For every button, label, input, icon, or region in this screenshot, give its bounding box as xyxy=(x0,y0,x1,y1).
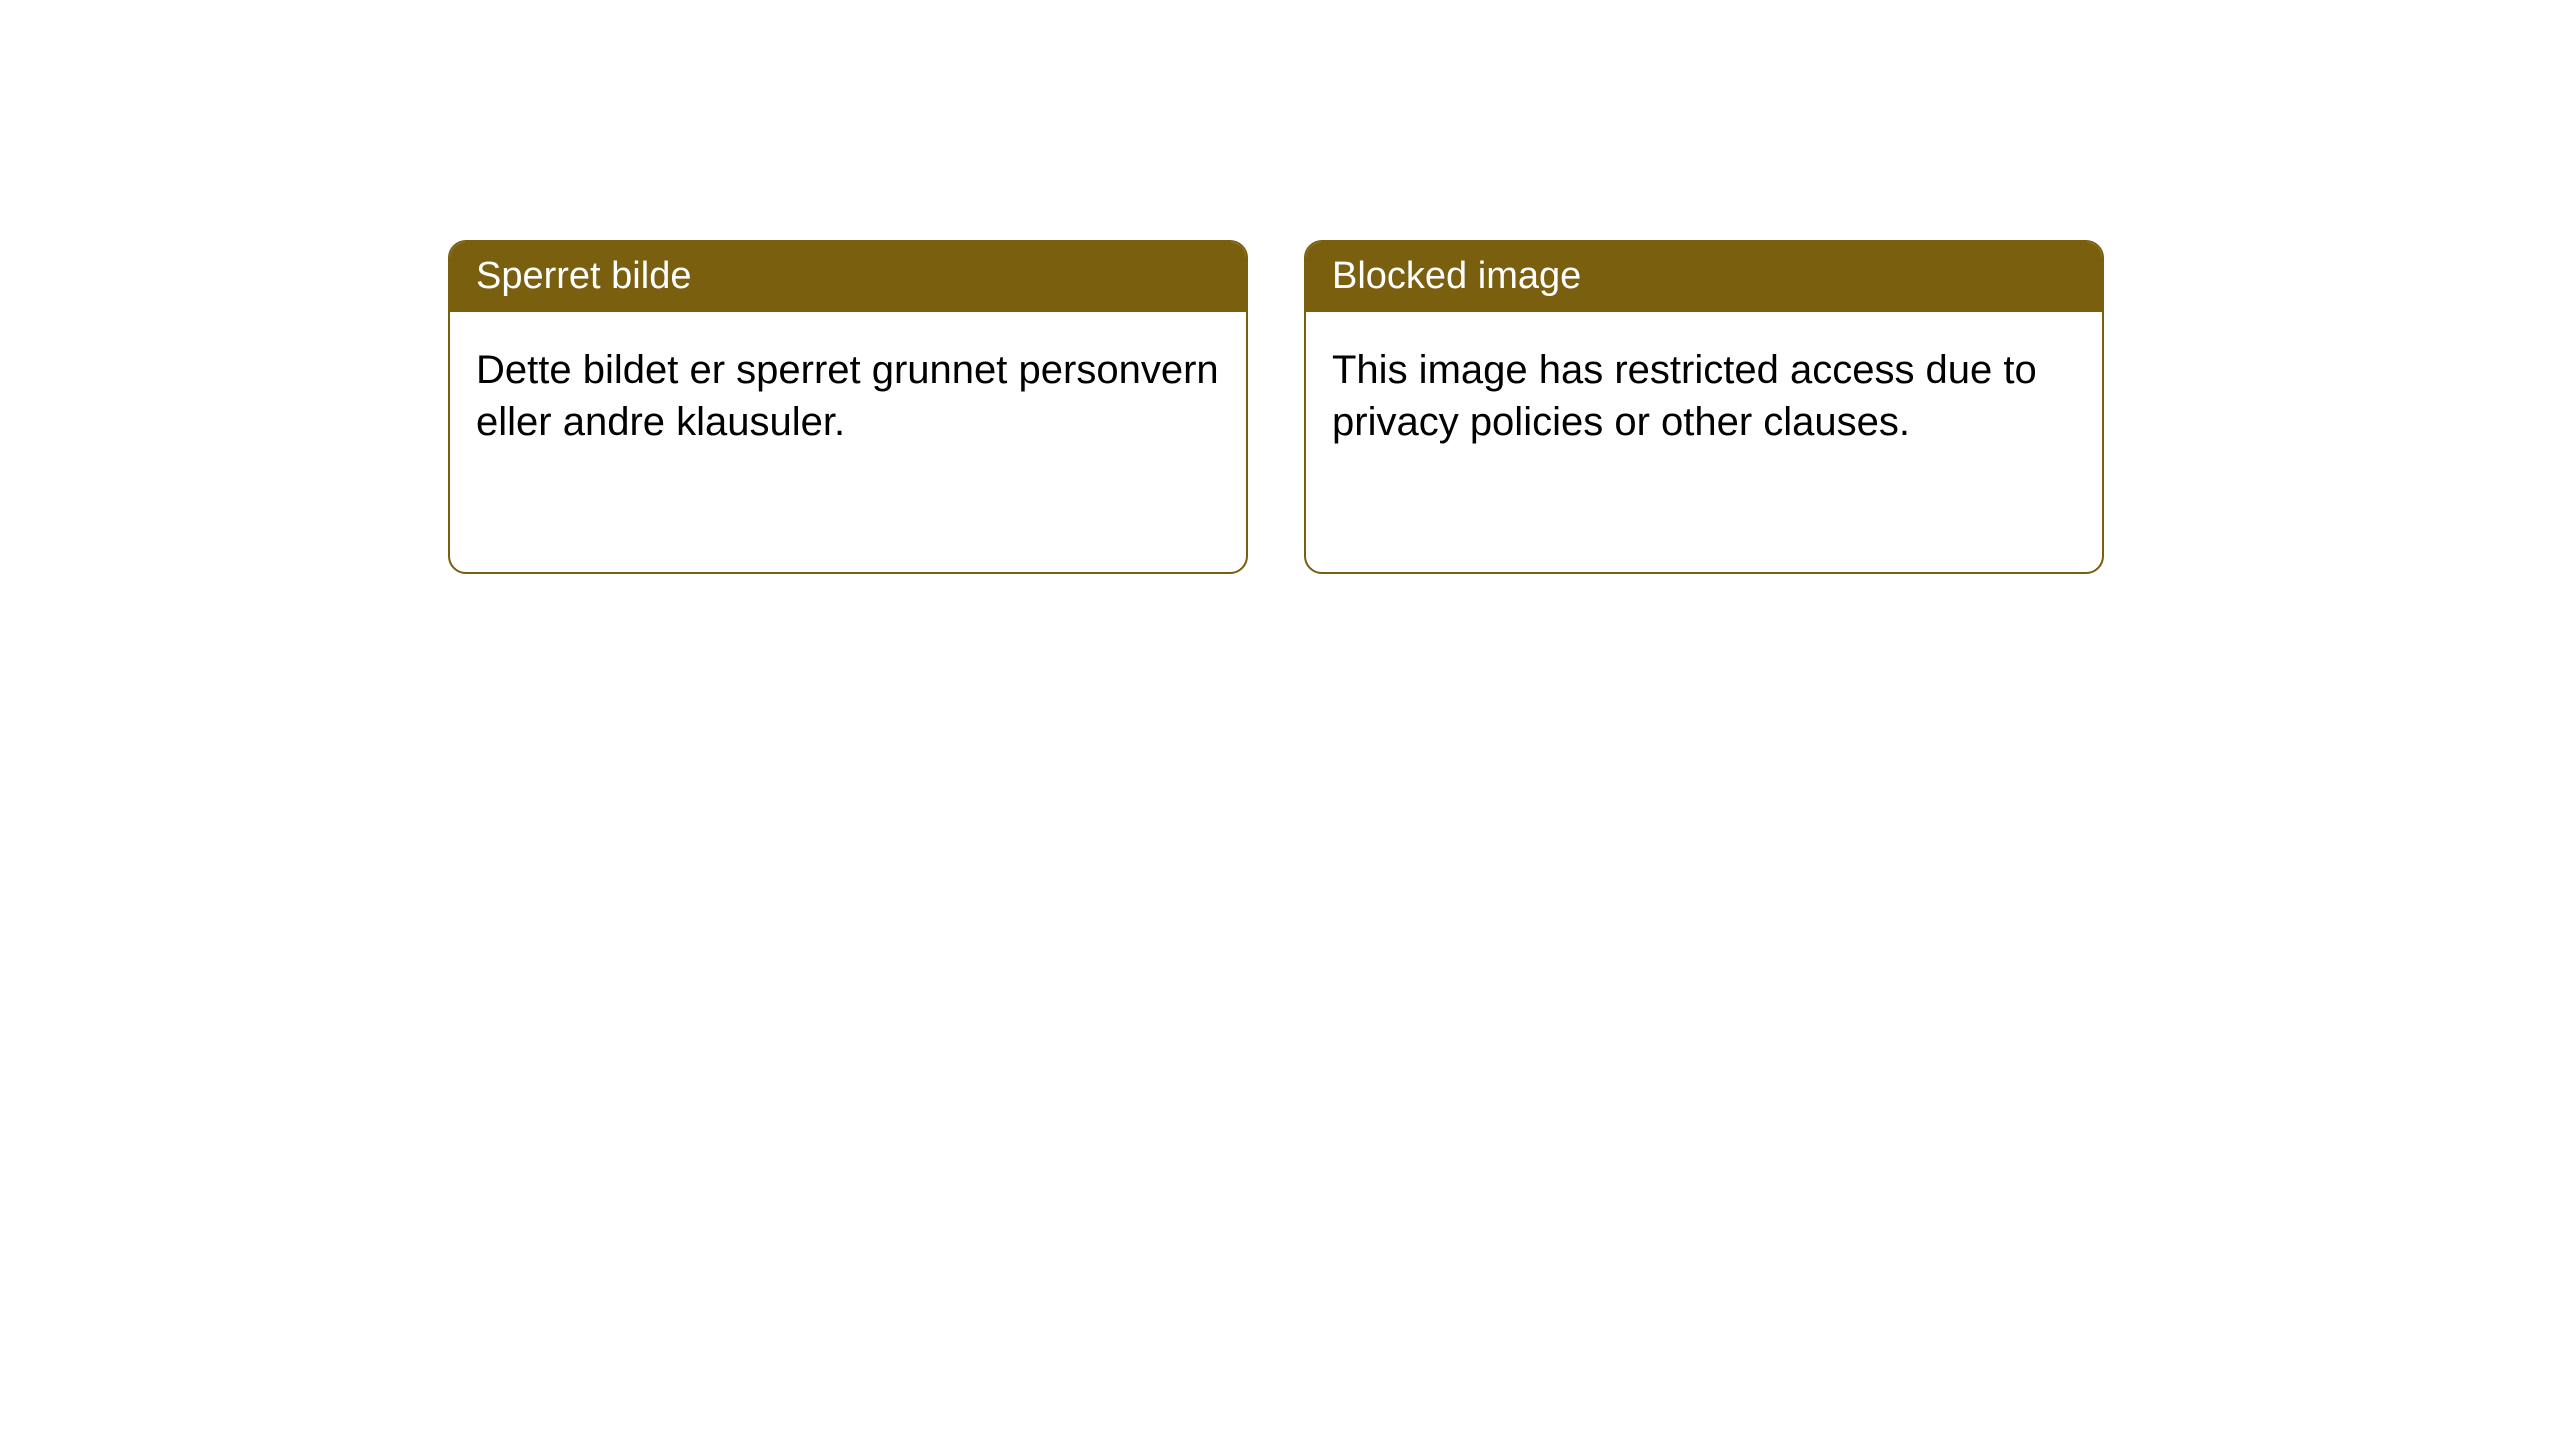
notice-body: This image has restricted access due to … xyxy=(1306,312,2102,480)
notice-card-english: Blocked image This image has restricted … xyxy=(1304,240,2104,574)
notice-container: Sperret bilde Dette bildet er sperret gr… xyxy=(448,240,2104,574)
notice-card-norwegian: Sperret bilde Dette bildet er sperret gr… xyxy=(448,240,1248,574)
notice-body: Dette bildet er sperret grunnet personve… xyxy=(450,312,1246,480)
notice-body-text: This image has restricted access due to … xyxy=(1332,348,2037,444)
notice-body-text: Dette bildet er sperret grunnet personve… xyxy=(476,348,1219,444)
notice-title: Sperret bilde xyxy=(476,255,691,297)
notice-title: Blocked image xyxy=(1332,255,1581,297)
notice-header: Blocked image xyxy=(1306,242,2102,312)
notice-header: Sperret bilde xyxy=(450,242,1246,312)
